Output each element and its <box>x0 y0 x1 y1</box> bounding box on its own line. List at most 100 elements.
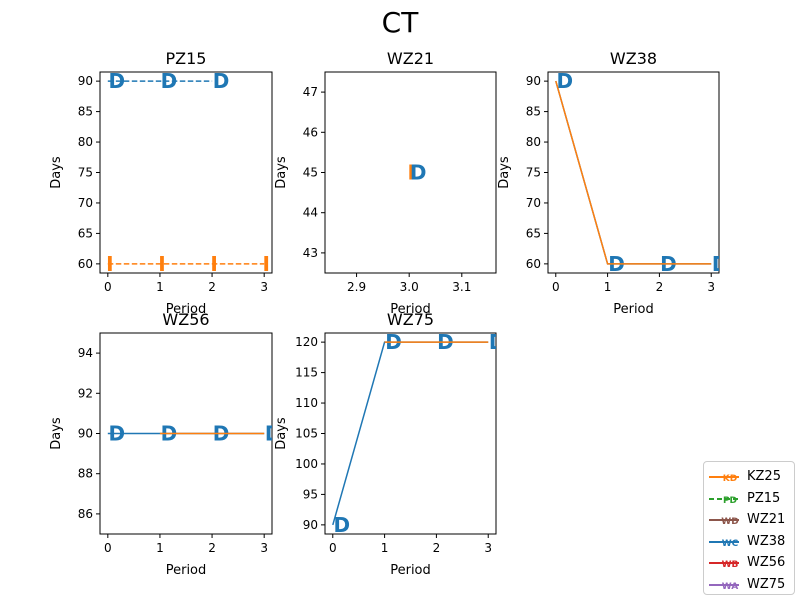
series-line <box>332 341 489 526</box>
y-tick-label: 60 <box>78 257 93 271</box>
x-tick-label: 2 <box>433 541 441 555</box>
y-axis-label: Days <box>274 417 289 450</box>
data-marker: I <box>158 252 165 276</box>
data-marker: D <box>385 330 402 354</box>
plot-area: D D D I I I I <box>106 69 270 276</box>
legend-swatch: WD <box>709 517 739 527</box>
legend-label: KZ25 <box>747 469 781 484</box>
legend-item: WA WZ75 <box>704 574 794 596</box>
data-marker: I <box>106 252 113 276</box>
data-marker: D <box>410 161 427 185</box>
legend-swatch: WA <box>709 582 739 592</box>
y-tick-label: 47 <box>303 85 318 99</box>
x-tick-label: 3 <box>260 541 268 555</box>
legend-item: WD WZ21 <box>704 509 794 531</box>
plot-area: ID <box>407 161 426 185</box>
legend-item: WB WZ56 <box>704 552 794 574</box>
y-tick-label: 88 <box>78 467 93 481</box>
y-tick-label: 80 <box>78 135 93 149</box>
y-tick-label: 70 <box>78 196 93 210</box>
y-tick-label: 100 <box>295 457 318 471</box>
x-tick-label: 3.1 <box>452 280 471 294</box>
y-tick-label: 90 <box>526 74 541 88</box>
y-tick-label: 60 <box>526 257 541 271</box>
legend-label: WZ38 <box>747 533 786 549</box>
y-tick-label: 85 <box>78 105 93 119</box>
data-marker: D <box>712 252 729 276</box>
y-tick-label: 86 <box>78 507 93 521</box>
legend-item: WC WZ38 <box>704 531 794 553</box>
subplot-1: PZ15 0 1 2 3 60 65 70 75 80 85 90 Period Days D D D I I I I <box>49 49 273 317</box>
y-tick-label: 75 <box>78 166 93 180</box>
data-marker: D <box>161 69 178 93</box>
subplot-3: WZ38 0 1 2 3 60 65 70 75 80 85 90 Period Days D D D D <box>497 49 729 317</box>
data-marker: I <box>407 161 414 185</box>
subplot-title: WZ75 <box>387 310 434 329</box>
y-tick-label: 95 <box>303 487 318 501</box>
y-tick-label: 120 <box>295 335 318 349</box>
legend-label: WZ21 <box>747 512 786 527</box>
x-axis-label: Period <box>390 563 431 578</box>
x-tick-label: 1 <box>156 280 164 294</box>
subplot-title: PZ15 <box>166 49 207 68</box>
x-axis-label: Period <box>390 302 431 317</box>
y-tick-label: 90 <box>78 427 93 441</box>
data-marker: D <box>660 252 677 276</box>
y-axis-label: Days <box>49 156 64 189</box>
x-tick-label: 1 <box>381 541 389 555</box>
y-tick-label: 115 <box>295 366 318 380</box>
data-marker: D <box>608 252 625 276</box>
legend-marker: WB <box>722 560 739 570</box>
data-marker: I <box>262 252 269 276</box>
legend: KD KZ25 PD PZ15 WD WZ21 WC WZ38 WB WZ56 WA WZ75 <box>703 461 795 595</box>
y-tick-label: 65 <box>526 226 541 240</box>
x-axis-label: Period <box>166 563 207 578</box>
x-tick-label: 2 <box>208 280 216 294</box>
y-tick-label: 80 <box>526 135 541 149</box>
y-tick-label: 110 <box>295 396 318 410</box>
legend-label: WZ56 <box>747 555 786 570</box>
y-tick-label: 70 <box>526 196 541 210</box>
axes-frame <box>99 71 273 274</box>
x-tick-label: 0 <box>329 541 337 555</box>
series-line <box>555 80 712 265</box>
y-tick-label: 105 <box>295 427 318 441</box>
x-axis-label: Period <box>166 302 207 317</box>
axes-frame <box>547 71 720 274</box>
legend-marker: WD <box>721 517 738 527</box>
data-marker: D <box>489 330 506 354</box>
legend-marker: PD <box>723 496 737 506</box>
y-axis-label: Days <box>497 156 512 189</box>
y-axis-label: Days <box>274 156 289 189</box>
data-marker: D <box>437 330 454 354</box>
y-tick-label: 85 <box>526 105 541 119</box>
x-tick-label: 0 <box>104 541 112 555</box>
x-tick-label: 3 <box>484 541 492 555</box>
legend-swatch: KD <box>709 474 739 484</box>
series-line <box>555 80 712 265</box>
legend-label: WZ75 <box>747 576 786 592</box>
legend-marker: WC <box>722 539 739 549</box>
data-marker: I <box>210 252 217 276</box>
y-tick-label: 44 <box>303 206 318 220</box>
x-tick-label: 3.0 <box>400 280 419 294</box>
legend-marker: WA <box>722 582 739 592</box>
legend-item: KD KZ25 <box>704 466 794 488</box>
y-tick-label: 45 <box>303 166 318 180</box>
legend-marker: KD <box>723 474 737 484</box>
x-axis-label: Period <box>613 302 654 317</box>
x-tick-label: 0 <box>104 280 112 294</box>
y-axis-label: Days <box>49 417 64 450</box>
data-marker: D <box>109 422 126 446</box>
subplot-2: WZ21 2.9 3.0 3.1 43 44 45 46 47 Period Days ID <box>274 49 497 317</box>
subplot-title: WZ21 <box>387 49 434 68</box>
subplot-title: WZ56 <box>162 310 209 329</box>
y-tick-label: 94 <box>78 346 93 360</box>
legend-swatch: PD <box>709 496 739 506</box>
